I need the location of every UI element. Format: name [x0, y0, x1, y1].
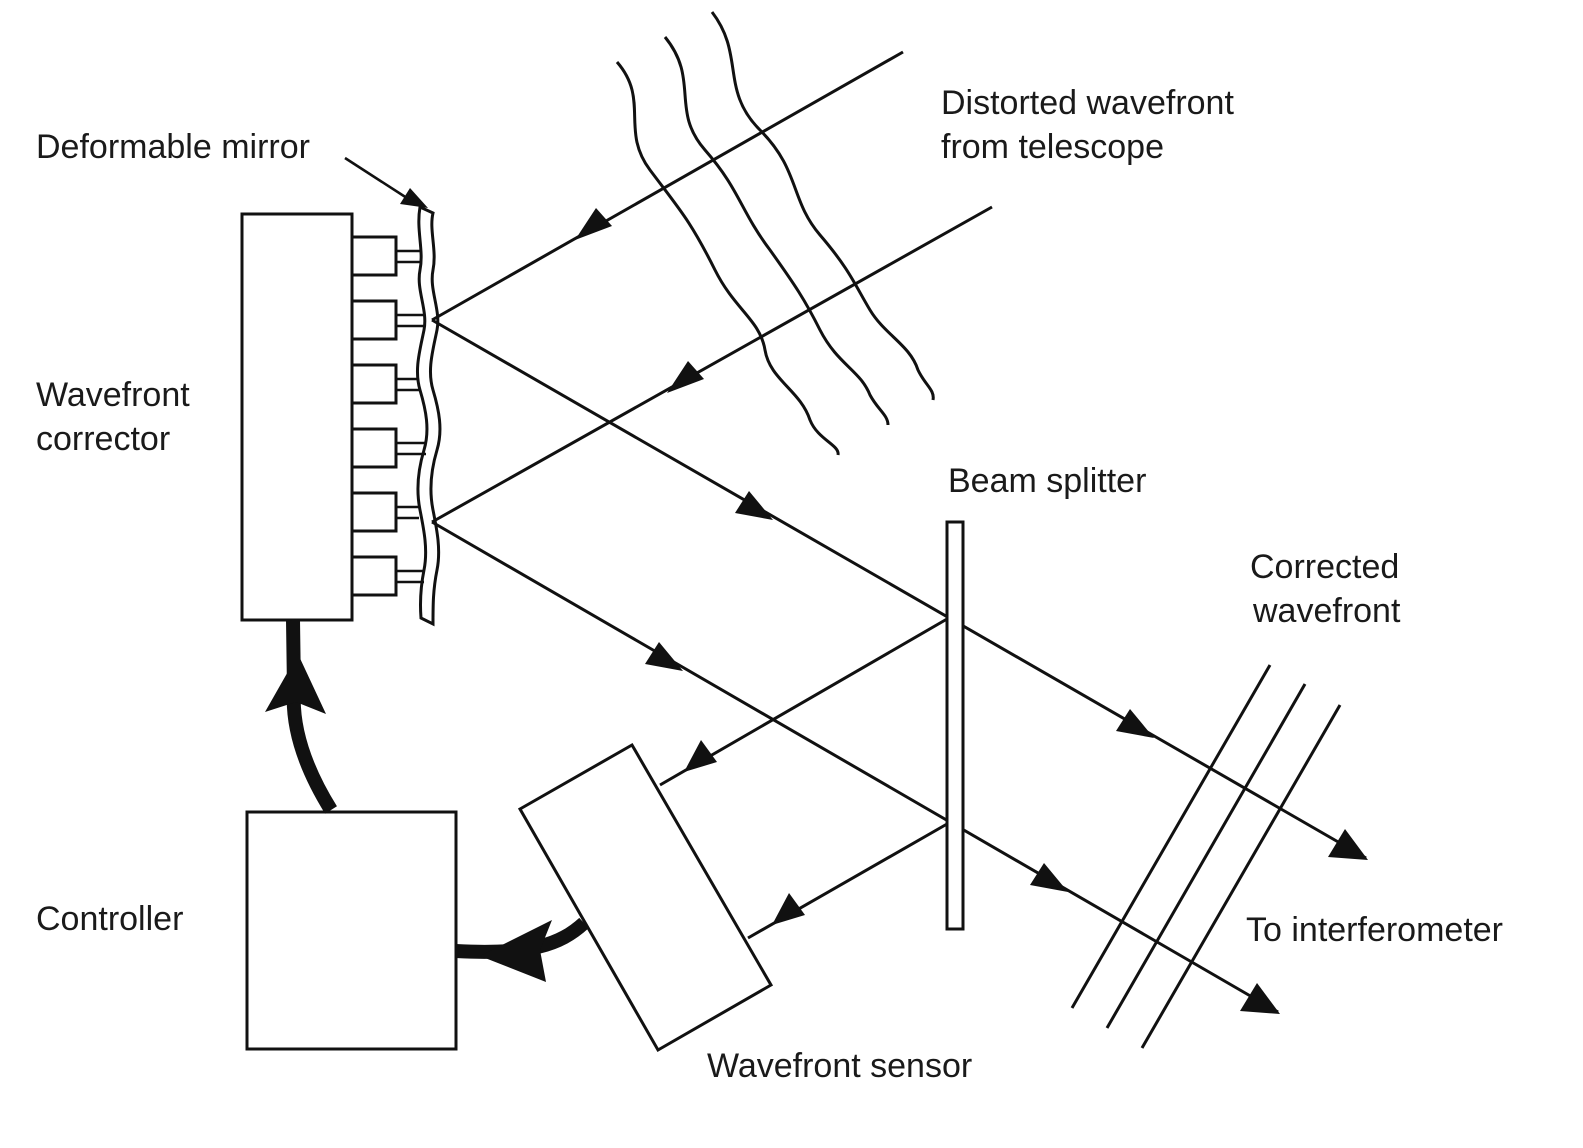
deformable-mirror-pointer	[344, 156, 428, 208]
arrowhead	[735, 491, 773, 520]
arrowhead	[684, 740, 717, 772]
label-distorted-wavefront: Distorted wavefront	[941, 84, 1234, 122]
label-beam-splitter: Beam splitter	[948, 462, 1146, 500]
label-corrector: corrector	[36, 420, 170, 458]
wavefront-sensor	[517, 742, 774, 1053]
label-controller: Controller	[36, 900, 183, 938]
arrowhead	[645, 642, 683, 671]
label-wavefront: Wavefront	[36, 376, 190, 414]
corrected-wavefront-lines	[1070, 664, 1342, 1049]
arrowhead	[1240, 983, 1280, 1014]
distorted-wavefront-lines	[615, 11, 935, 456]
sensor-rays	[659, 617, 948, 940]
wavefront-corrector	[240, 204, 442, 627]
label-from-telescope: from telescope	[941, 128, 1164, 166]
actuators	[350, 235, 426, 597]
label-wavefront-sensor: Wavefront sensor	[707, 1047, 972, 1085]
arrowhead	[1030, 863, 1068, 892]
label-to-interferometer: To interferometer	[1246, 911, 1503, 949]
wavefront-corrector-box	[240, 212, 354, 622]
arrowhead	[480, 920, 552, 982]
arrowhead	[772, 893, 805, 925]
feedback-arrows	[265, 619, 589, 982]
arrowhead	[1328, 829, 1368, 860]
label-corrected-wavefront: wavefront	[1252, 592, 1401, 630]
arrowhead	[1116, 709, 1154, 738]
arrowhead	[667, 361, 704, 393]
label-deformable-mirror: Deformable mirror	[36, 128, 310, 166]
reflected-rays	[431, 318, 1368, 1014]
beam-splitter	[945, 520, 965, 931]
controller	[245, 810, 458, 1051]
controller-to-corrector-arrow	[286, 619, 337, 814]
deformable-mirror	[416, 204, 442, 627]
arrowhead	[575, 208, 612, 240]
incoming-rays	[431, 50, 993, 524]
label-corrected: Corrected	[1250, 548, 1399, 586]
arrowhead	[265, 654, 326, 714]
